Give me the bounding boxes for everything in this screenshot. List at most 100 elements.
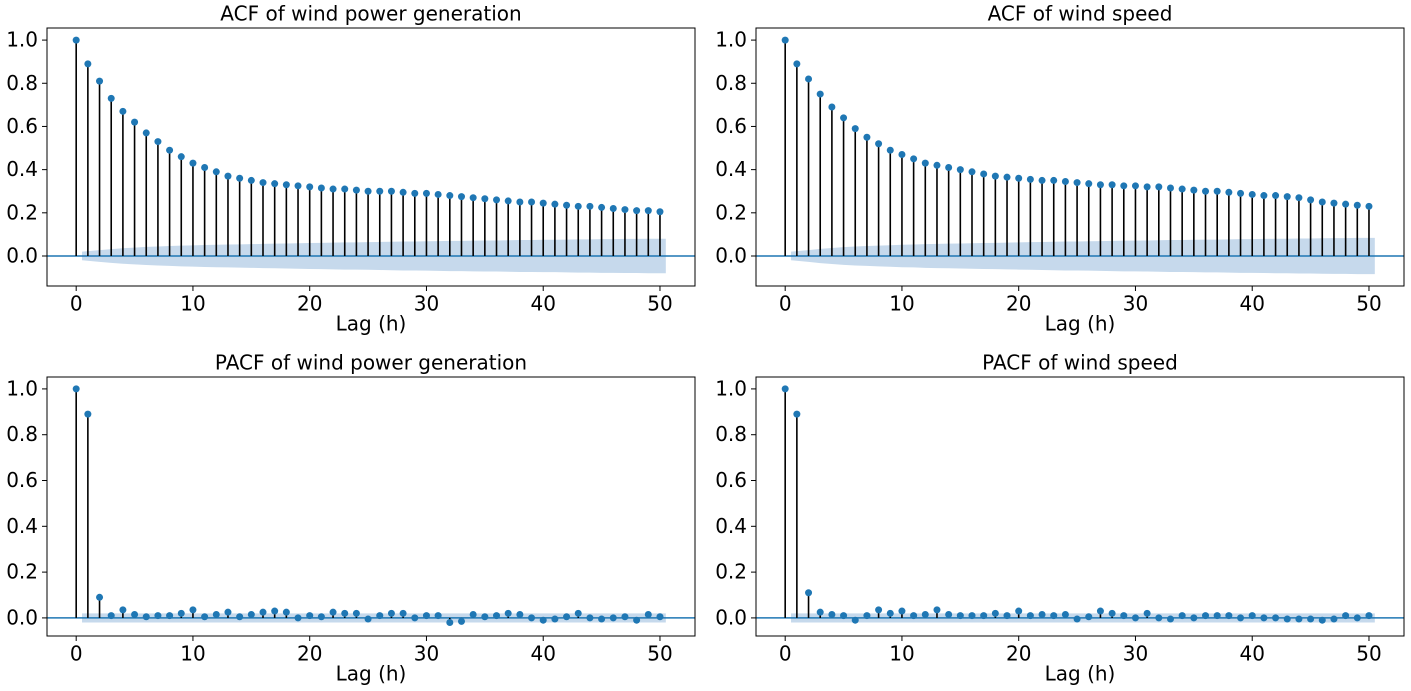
stem-marker bbox=[1026, 175, 1034, 183]
y-tick-label: 0.4 bbox=[6, 157, 38, 181]
stem-marker bbox=[212, 168, 220, 176]
x-tick-label: 10 bbox=[180, 292, 205, 316]
stem-marker bbox=[1061, 178, 1069, 186]
stem-marker bbox=[306, 612, 314, 620]
stem-marker bbox=[142, 613, 150, 621]
y-tick-label: 0.2 bbox=[6, 560, 38, 584]
stem-marker bbox=[921, 159, 929, 167]
stem-marker bbox=[805, 75, 813, 83]
stem-marker bbox=[282, 181, 290, 189]
stem-marker bbox=[1120, 182, 1128, 190]
stem-marker bbox=[469, 610, 477, 618]
stem-marker bbox=[189, 606, 197, 614]
stem-marker bbox=[968, 612, 976, 620]
stem-marker bbox=[1155, 183, 1163, 191]
stem-marker bbox=[1318, 198, 1326, 206]
stem-marker bbox=[166, 612, 174, 620]
stem-marker bbox=[1202, 612, 1210, 620]
x-tick-label: 50 bbox=[1356, 642, 1381, 666]
stem-marker bbox=[1283, 615, 1291, 623]
x-tick-label: 0 bbox=[779, 292, 792, 316]
stem-marker bbox=[107, 612, 115, 620]
stem-marker bbox=[863, 612, 871, 620]
stem-marker bbox=[259, 608, 267, 616]
stem-marker bbox=[956, 612, 964, 620]
stem-marker bbox=[1225, 612, 1233, 620]
y-tick-label: 0.4 bbox=[715, 157, 747, 181]
stem-marker bbox=[1213, 612, 1221, 620]
stem-marker bbox=[399, 188, 407, 196]
stem-marker bbox=[352, 186, 360, 194]
stem-marker bbox=[493, 612, 501, 620]
stem-marker bbox=[805, 589, 813, 597]
y-tick-label: 0.0 bbox=[6, 243, 38, 267]
stem-marker bbox=[376, 612, 384, 620]
stem-marker bbox=[247, 610, 255, 618]
stem-marker bbox=[294, 614, 302, 622]
stem-marker bbox=[317, 184, 325, 192]
stem-marker bbox=[1166, 615, 1174, 623]
x-tick-label: 10 bbox=[889, 642, 914, 666]
stem-marker bbox=[644, 610, 652, 618]
stem-marker bbox=[875, 140, 883, 148]
y-tick-label: 0.0 bbox=[715, 605, 747, 629]
x-tick-label: 10 bbox=[180, 642, 205, 666]
stem-marker bbox=[1190, 614, 1198, 622]
stem-marker bbox=[446, 618, 454, 626]
stem-marker bbox=[1085, 180, 1093, 188]
stem-marker bbox=[1178, 185, 1186, 193]
stem-marker bbox=[1015, 607, 1023, 615]
stem-marker bbox=[317, 613, 325, 621]
stem-marker bbox=[131, 118, 139, 126]
x-tick-label: 20 bbox=[297, 292, 322, 316]
y-tick-label: 0.6 bbox=[6, 114, 38, 138]
stem-marker bbox=[793, 60, 801, 68]
stem-marker bbox=[644, 207, 652, 215]
stem-marker bbox=[840, 114, 848, 122]
stem-marker bbox=[1283, 193, 1291, 201]
stem-marker bbox=[387, 187, 395, 195]
stem-marker bbox=[840, 612, 848, 620]
stem-marker bbox=[422, 612, 430, 620]
stem-marker bbox=[563, 201, 571, 209]
stem-marker bbox=[212, 610, 220, 618]
y-tick-label: 0.2 bbox=[715, 200, 747, 224]
stem-marker bbox=[574, 609, 582, 617]
stem-marker bbox=[1096, 607, 1104, 615]
stem-marker bbox=[1295, 194, 1303, 202]
stem-marker bbox=[177, 609, 185, 617]
x-tick-label: 30 bbox=[414, 642, 439, 666]
stem-marker bbox=[1342, 200, 1350, 208]
stem-marker bbox=[1272, 192, 1280, 200]
stem-marker bbox=[656, 613, 664, 621]
stem-marker bbox=[1073, 615, 1081, 623]
y-tick-label: 0.6 bbox=[715, 114, 747, 138]
stem-marker bbox=[154, 612, 162, 620]
stem-marker bbox=[980, 170, 988, 178]
x-tick-label: 50 bbox=[1356, 292, 1381, 316]
stem-marker bbox=[119, 606, 127, 614]
stem-marker bbox=[72, 36, 80, 44]
stem-marker bbox=[1365, 612, 1373, 620]
stem-marker bbox=[863, 133, 871, 141]
y-tick-label: 0.8 bbox=[6, 71, 38, 95]
stem-marker bbox=[1061, 610, 1069, 618]
stem-marker bbox=[236, 174, 244, 182]
stem-marker bbox=[875, 606, 883, 614]
stem-marker bbox=[96, 593, 104, 601]
stem-marker bbox=[609, 614, 617, 622]
y-tick-label: 0.4 bbox=[6, 514, 38, 538]
stem-marker bbox=[1050, 612, 1058, 620]
x-tick-label: 40 bbox=[1239, 292, 1264, 316]
stem-marker bbox=[1260, 192, 1268, 200]
stem-marker bbox=[528, 614, 536, 622]
stem-marker bbox=[656, 208, 664, 216]
stem-marker bbox=[633, 207, 641, 215]
stem-marker bbox=[1213, 187, 1221, 195]
stem-marker bbox=[411, 614, 419, 622]
stem-marker bbox=[1096, 181, 1104, 189]
stem-marker bbox=[1166, 184, 1174, 192]
stem-marker bbox=[1365, 202, 1373, 210]
stem-marker bbox=[991, 609, 999, 617]
